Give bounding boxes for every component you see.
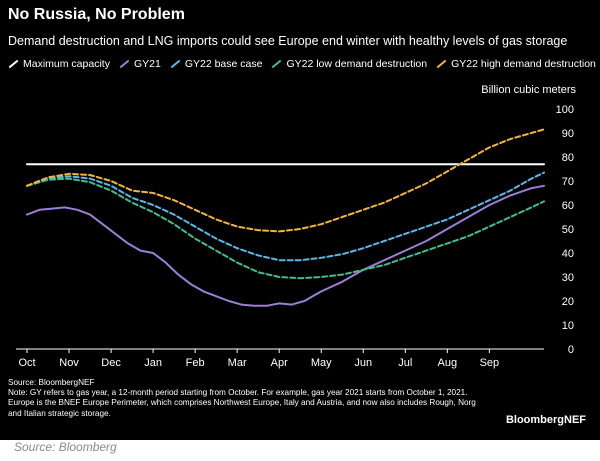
y-tick-label: 10	[562, 320, 574, 332]
x-tick-label: Jan	[144, 357, 162, 369]
series-line-gy22-high-demand-destruction	[26, 128, 545, 233]
legend-label: GY21	[133, 58, 161, 70]
x-tick-label: Sep	[480, 357, 500, 369]
chart-panel: No Russia, No Problem Demand destruction…	[0, 0, 600, 440]
series-line-gy22-base-case	[26, 171, 545, 262]
legend-item-gy21: GY21	[119, 58, 161, 70]
footnote-note: Note: GY refers to gas year, a 12-month …	[8, 388, 476, 418]
chart-legend: Maximum capacity GY21 GY22 base case GY2…	[8, 58, 600, 70]
plot-area: Oct Nov Dec Jan Feb Mar Apr May Jun Jul Aug Sep 0 10 2…	[16, 104, 574, 369]
legend-label: GY22 low demand destruction	[286, 58, 428, 70]
legend-item-gy22-high-demand: GY22 high demand destruction	[436, 58, 596, 70]
x-tick-label: Jun	[354, 357, 372, 369]
image-caption: Source: Bloomberg	[14, 440, 117, 454]
footnote: Source: BloombergNEF Note: GY refers to …	[8, 378, 478, 419]
x-tick-label: Aug	[438, 357, 458, 369]
series-line-gy22-low-demand-destruction	[26, 177, 545, 280]
y-tick-label: 40	[562, 248, 574, 260]
x-tick-label: Nov	[59, 357, 79, 369]
x-tick-label: Oct	[18, 357, 35, 369]
x-tick-label: Dec	[101, 357, 121, 369]
y-tick-label: 20	[562, 296, 574, 308]
legend-item-gy22-base-case: GY22 base case	[170, 58, 263, 70]
y-tick-label: 70	[562, 176, 574, 188]
y-tick-label: 60	[562, 200, 574, 212]
y-tick-label: 0	[568, 344, 574, 356]
y-tick-label: 80	[562, 152, 574, 164]
legend-label: Maximum capacity	[23, 58, 110, 70]
y-axis-label: Billion cubic meters	[481, 84, 576, 96]
brand-logo-text: BloombergNEF	[505, 414, 586, 426]
legend-item-gy22-low-demand: GY22 low demand destruction	[271, 58, 427, 70]
y-tick-label: 50	[562, 224, 574, 236]
x-tick-label: Apr	[271, 357, 288, 369]
x-tick-label: Feb	[186, 357, 205, 369]
y-tick-label: 90	[562, 128, 574, 140]
x-tick-label: May	[311, 357, 332, 369]
series-line-gy21	[26, 184, 545, 307]
x-tick-label: Mar	[228, 357, 247, 369]
chart-title: No Russia, No Problem	[8, 6, 185, 23]
legend-label: GY22 high demand destruction	[451, 58, 596, 70]
y-tick-label: 30	[562, 272, 574, 284]
chart-subtitle: Demand destruction and LNG imports could…	[8, 34, 568, 48]
footnote-source: Source: BloombergNEF	[8, 378, 95, 387]
y-tick-label: 100	[556, 104, 574, 116]
legend-label: GY22 base case	[184, 58, 263, 70]
legend-item-maximum-capacity: Maximum capacity	[8, 58, 110, 70]
x-tick-label: Jul	[398, 357, 412, 369]
